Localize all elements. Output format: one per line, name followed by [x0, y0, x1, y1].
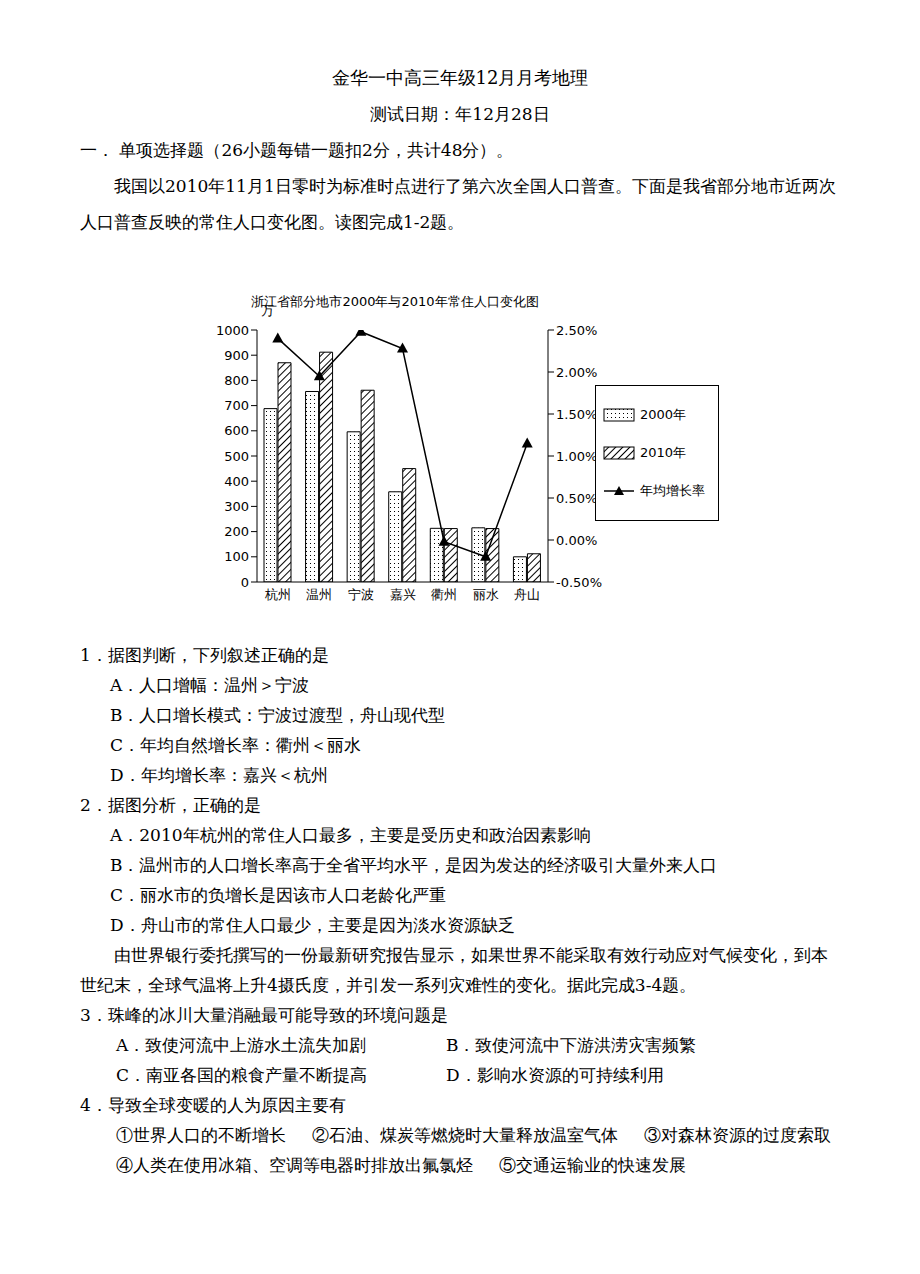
svg-text:500: 500	[224, 449, 249, 464]
svg-text:1000: 1000	[216, 323, 249, 338]
html-text:测试日期：年12月28日: 测试日期：年12月28日	[370, 104, 550, 124]
svg-text:900: 900	[224, 348, 249, 363]
html-text:A．人口增幅：温州＞宁波: A．人口增幅：温州＞宁波	[110, 675, 310, 695]
svg-text:200: 200	[224, 524, 249, 539]
svg-text:1.50%: 1.50%	[556, 407, 597, 422]
html-text:2000年: 2000年	[640, 407, 687, 422]
html-text:①世界人口的不断增长: ①世界人口的不断增长	[116, 1125, 286, 1145]
svg-text:300: 300	[224, 499, 249, 514]
svg-text:舟山: 舟山	[514, 587, 540, 602]
html-text:万: 万	[261, 303, 274, 318]
html-text:B．人口增长模式：宁波过渡型，舟山现代型: B．人口增长模式：宁波过渡型，舟山现代型	[110, 705, 446, 725]
html-text:A．致使河流中上游水土流失加剧: A．致使河流中上游水土流失加剧	[116, 1035, 367, 1055]
html-text:C．南亚各国的粮食产量不断提高: C．南亚各国的粮食产量不断提高	[116, 1065, 367, 1085]
svg-text:丽水: 丽水	[473, 587, 499, 602]
html-text:2．据图分析，正确的是: 2．据图分析，正确的是	[80, 795, 261, 815]
html-text:D．舟山市的常住人口最少，主要是因为淡水资源缺乏: D．舟山市的常住人口最少，主要是因为淡水资源缺乏	[110, 915, 515, 935]
html-text:由世界银行委托撰写的一份最新研究报告显示，如果世界不能采取有: 由世界银行委托撰写的一份最新研究报告显示，如果世界不能采取有效行动应对气候变化，…	[80, 945, 828, 995]
html-text:浙江省部分地市2000年与2010年常住人口变化图: 浙江省部分地市2000年与2010年常住人口变化图	[251, 294, 539, 309]
svg-text:杭州: 杭州	[264, 587, 291, 602]
html-text:④人类在使用冰箱、空调等电器时排放出氟氯烃: ④人类在使用冰箱、空调等电器时排放出氟氯烃	[116, 1155, 473, 1175]
html-text:C．丽水市的负增长是因该市人口老龄化严重: C．丽水市的负增长是因该市人口老龄化严重	[110, 885, 446, 905]
html-text:年均增长率: 年均增长率	[640, 483, 705, 498]
svg-text:100: 100	[224, 549, 249, 564]
svg-text:温州: 温州	[306, 587, 332, 602]
html-text:A．2010年杭州的常住人口最多，主要是受历史和政治因素影响: A．2010年杭州的常住人口最多，主要是受历史和政治因素影响	[110, 825, 591, 845]
html-text:③对森林资源的过度索取: ③对森林资源的过度索取	[644, 1125, 831, 1145]
svg-text:800: 800	[224, 373, 249, 388]
svg-text:0.00%: 0.00%	[556, 533, 597, 548]
svg-text:0: 0	[241, 575, 249, 590]
html-text:2010年: 2010年	[640, 445, 687, 460]
svg-text:0.50%: 0.50%	[556, 491, 597, 506]
html-text:4．导致全球变暖的人为原因主要有: 4．导致全球变暖的人为原因主要有	[80, 1095, 346, 1115]
svg-text:400: 400	[224, 474, 249, 489]
svg-text:700: 700	[224, 398, 249, 413]
svg-text:衢州: 衢州	[431, 587, 457, 602]
html-text:金华一中高三年级12月月考地理: 金华一中高三年级12月月考地理	[331, 67, 589, 88]
html-text:C．年均自然增长率：衢州＜丽水: C．年均自然增长率：衢州＜丽水	[110, 735, 361, 755]
html-text:⑤交通运输业的快速发展: ⑤交通运输业的快速发展	[499, 1155, 686, 1175]
html-text:我国以2010年11月1日零时为标准时点进行了第六次全国人口: 我国以2010年11月1日零时为标准时点进行了第六次全国人口普查。下面是我省部分…	[80, 176, 836, 232]
html-text:B．温州市的人口增长率高于全省平均水平，是因为发达的经济吸引: B．温州市的人口增长率高于全省平均水平，是因为发达的经济吸引大量外来人口	[110, 855, 718, 875]
svg-text:-0.50%: -0.50%	[556, 575, 602, 590]
html-text:3．珠峰的冰川大量消融最可能导致的环境问题是: 3．珠峰的冰川大量消融最可能导致的环境问题是	[80, 1005, 448, 1025]
html-text:D．年均增长率：嘉兴＜杭州: D．年均增长率：嘉兴＜杭州	[110, 765, 328, 785]
html-text:B．致使河流中下游洪涝灾害频繁: B．致使河流中下游洪涝灾害频繁	[446, 1035, 697, 1055]
svg-text:2.00%: 2.00%	[556, 365, 597, 380]
svg-text:宁波: 宁波	[348, 587, 374, 602]
html-text:D．影响水资源的可持续利用: D．影响水资源的可持续利用	[446, 1065, 664, 1085]
svg-text:嘉兴: 嘉兴	[390, 587, 416, 602]
svg-text:1.00%: 1.00%	[556, 449, 597, 464]
html-text:②石油、煤炭等燃烧时大量释放温室气体: ②石油、煤炭等燃烧时大量释放温室气体	[312, 1125, 618, 1145]
svg-text:600: 600	[224, 423, 249, 438]
html-text:1．据图判断，下列叙述正确的是: 1．据图判断，下列叙述正确的是	[80, 645, 329, 665]
html-text:一． 单项选择题（26小题每错一题扣2分，共计48分）。: 一． 单项选择题（26小题每错一题扣2分，共计48分）。	[80, 140, 514, 160]
svg-text:2.50%: 2.50%	[556, 323, 597, 338]
